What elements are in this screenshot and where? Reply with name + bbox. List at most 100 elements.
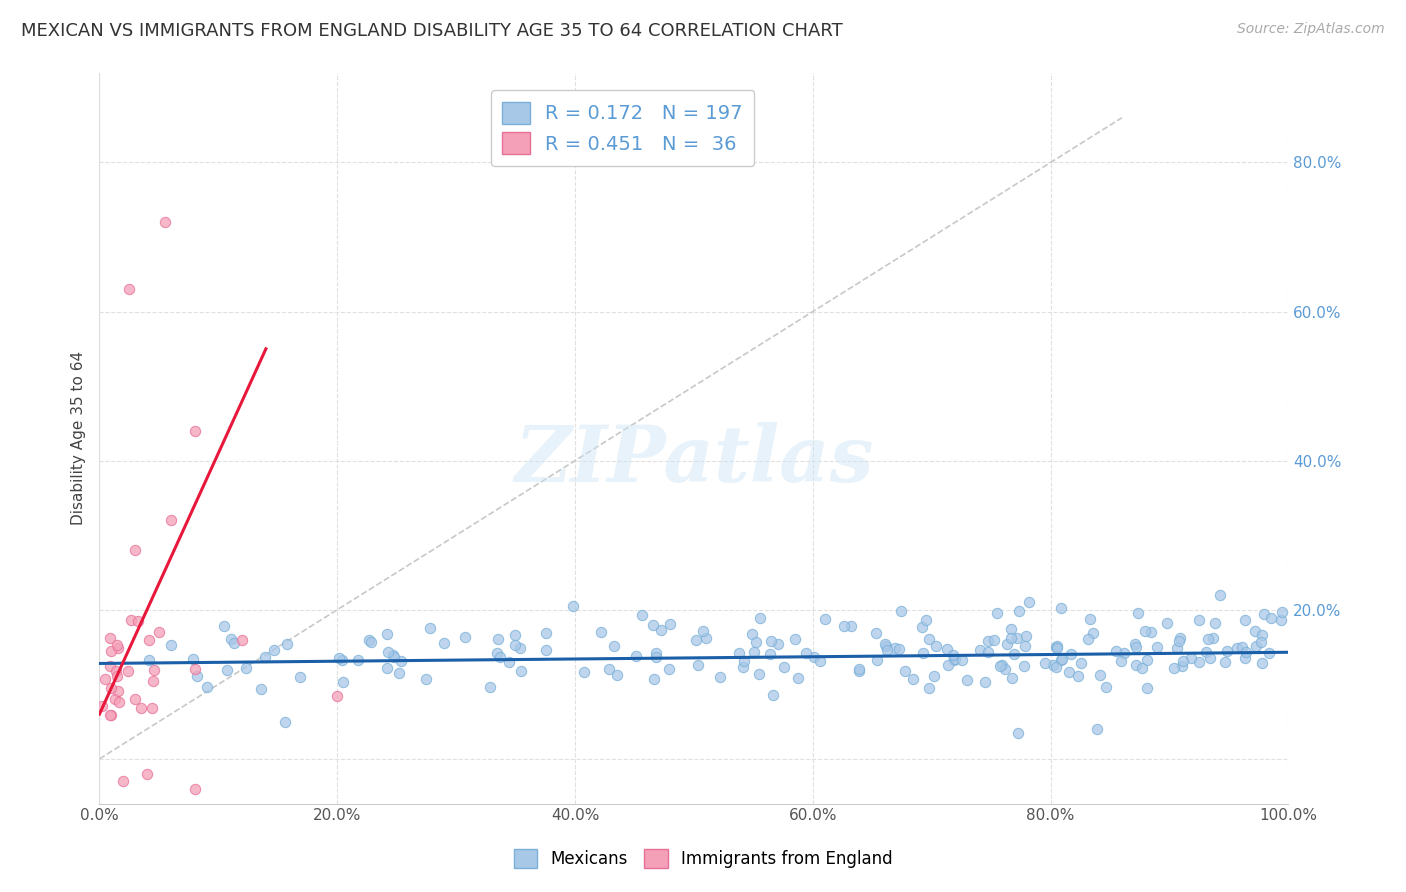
Point xyxy=(222,636,245,650)
Point xyxy=(1085,722,1108,736)
Point xyxy=(986,606,1008,620)
Point xyxy=(326,689,349,703)
Point xyxy=(994,662,1017,676)
Point xyxy=(887,641,910,656)
Point xyxy=(250,681,273,696)
Point xyxy=(1002,647,1025,661)
Point xyxy=(1070,656,1092,670)
Legend: R = 0.172   N = 197, R = 0.451   N =  36: R = 0.172 N = 197, R = 0.451 N = 36 xyxy=(491,90,755,166)
Point xyxy=(212,618,235,632)
Point xyxy=(733,654,755,668)
Point xyxy=(1125,658,1147,673)
Y-axis label: Disability Age 35 to 64: Disability Age 35 to 64 xyxy=(72,351,86,525)
Point xyxy=(1012,659,1035,673)
Point xyxy=(138,653,160,667)
Point xyxy=(253,649,276,664)
Point xyxy=(744,645,766,659)
Point xyxy=(1168,632,1191,646)
Point xyxy=(375,626,398,640)
Point xyxy=(748,667,770,681)
Point xyxy=(1018,595,1040,609)
Point xyxy=(1198,651,1220,665)
Point xyxy=(1225,640,1247,655)
Text: ZIPatlas: ZIPatlas xyxy=(515,422,873,499)
Point xyxy=(1052,652,1074,666)
Point xyxy=(1204,616,1226,631)
Point xyxy=(1244,624,1267,639)
Point xyxy=(100,707,122,722)
Point xyxy=(181,652,204,666)
Point xyxy=(1202,631,1225,645)
Point xyxy=(1060,647,1083,661)
Point xyxy=(759,634,782,648)
Point xyxy=(332,675,354,690)
Point xyxy=(274,714,297,729)
Point xyxy=(866,653,889,667)
Point xyxy=(330,653,353,667)
Point xyxy=(360,635,382,649)
Point xyxy=(498,655,520,669)
Point xyxy=(1234,613,1257,627)
Point xyxy=(419,621,441,635)
Point xyxy=(217,664,239,678)
Point xyxy=(346,653,368,667)
Point xyxy=(263,642,285,657)
Point xyxy=(606,668,628,682)
Point xyxy=(328,651,350,665)
Point xyxy=(124,692,146,706)
Point xyxy=(117,664,139,678)
Point xyxy=(375,661,398,675)
Point xyxy=(1215,643,1237,657)
Point xyxy=(709,670,731,684)
Point xyxy=(762,688,785,702)
Point xyxy=(1015,629,1038,643)
Point xyxy=(983,633,1005,648)
Point xyxy=(658,661,681,675)
Point xyxy=(773,659,796,673)
Point xyxy=(688,657,710,672)
Point xyxy=(650,623,672,637)
Point xyxy=(509,641,531,656)
Point xyxy=(759,647,782,661)
Point xyxy=(832,619,855,633)
Point xyxy=(454,630,477,644)
Point xyxy=(883,640,905,655)
Point xyxy=(1008,604,1031,618)
Point xyxy=(153,215,176,229)
Point xyxy=(108,695,131,709)
Point xyxy=(603,639,626,653)
Point xyxy=(876,643,898,657)
Point xyxy=(749,611,772,625)
Point xyxy=(104,691,127,706)
Point xyxy=(945,652,967,666)
Point xyxy=(290,670,312,684)
Point xyxy=(1270,613,1292,627)
Point xyxy=(1163,661,1185,675)
Point xyxy=(912,646,935,660)
Point xyxy=(936,657,959,672)
Point xyxy=(1250,628,1272,642)
Point xyxy=(1139,624,1161,639)
Point xyxy=(1271,605,1294,619)
Point xyxy=(794,646,817,660)
Point xyxy=(644,649,666,664)
Point xyxy=(1001,671,1024,685)
Point xyxy=(509,664,531,678)
Point xyxy=(950,653,973,667)
Point xyxy=(1232,640,1254,655)
Point xyxy=(893,664,915,678)
Point xyxy=(276,637,298,651)
Point xyxy=(935,641,957,656)
Point xyxy=(1258,646,1281,660)
Point xyxy=(1167,633,1189,648)
Point xyxy=(915,613,938,627)
Point xyxy=(105,669,128,683)
Point xyxy=(901,672,924,686)
Point xyxy=(1095,681,1118,695)
Point xyxy=(1105,644,1128,658)
Point xyxy=(377,645,399,659)
Point xyxy=(1000,622,1022,636)
Point xyxy=(695,631,717,645)
Point xyxy=(808,654,831,668)
Point xyxy=(976,633,998,648)
